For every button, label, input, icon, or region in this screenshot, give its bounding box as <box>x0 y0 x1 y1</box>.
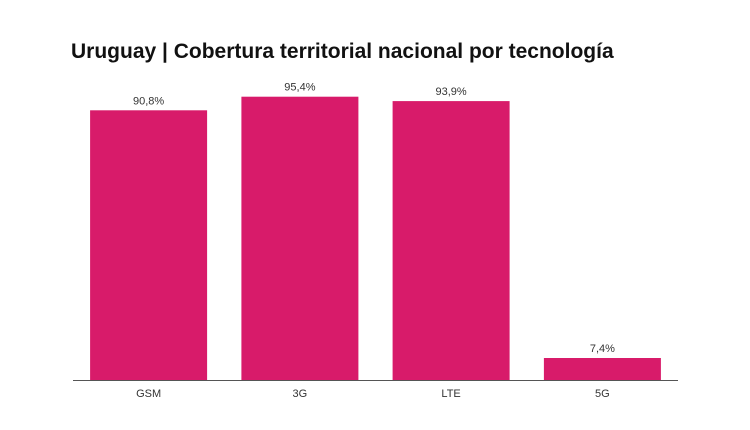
x-tick-label-5g: 5G <box>595 388 610 400</box>
bar-lte <box>392 101 510 380</box>
bar-gsm <box>90 110 208 381</box>
data-label-3g: 95,4% <box>284 82 315 94</box>
bar-3g <box>241 96 359 380</box>
bars-group <box>90 96 661 381</box>
chart-title: Uruguay | Cobertura territorial nacional… <box>71 40 614 63</box>
x-tick-labels-group: GSM 3G LTE 5G <box>136 388 610 400</box>
data-label-gsm: 90,8% <box>133 95 164 107</box>
x-tick-label-3g: 3G <box>293 388 308 400</box>
data-labels-group: 90,8% 95,4% 93,9% 7,4% <box>133 82 615 355</box>
bar-5g <box>543 358 661 380</box>
x-tick-label-gsm: GSM <box>136 388 161 400</box>
data-label-lte: 93,9% <box>435 86 466 98</box>
data-label-5g: 7,4% <box>590 343 615 355</box>
x-tick-label-lte: LTE <box>441 388 460 400</box>
